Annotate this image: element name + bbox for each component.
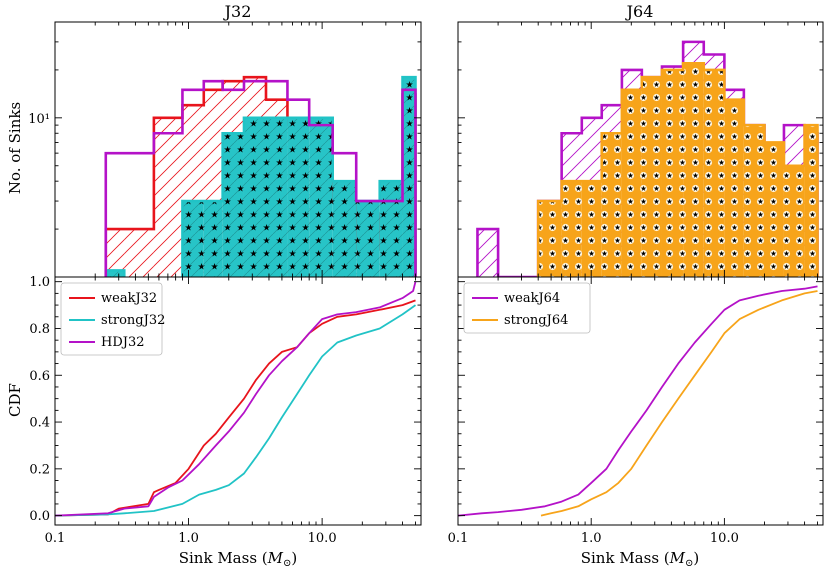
step-outline-strongJ32 — [104, 75, 417, 277]
xtick-label-left: 10.0 — [308, 531, 337, 546]
bar-strongJ64-14 — [764, 142, 784, 277]
cdf-line-HDJ32 — [55, 281, 417, 517]
legend-label-HDJ32: HDJ32 — [101, 335, 145, 350]
legend-label-strongJ32: strongJ32 — [101, 313, 165, 328]
bar-strongJ32-4 — [203, 201, 223, 277]
bar-strongJ64-11 — [703, 69, 725, 277]
legend-J32: weakJ32 strongJ32 HDJ32 — [60, 282, 165, 356]
cdf-line-strongJ32 — [55, 304, 417, 517]
cdf-J32 — [55, 281, 417, 517]
bar-strongJ64-12 — [724, 99, 744, 277]
bar-strongJ32-6 — [243, 117, 266, 277]
bar-strongJ32-11 — [356, 201, 380, 277]
bar-strongJ32-9 — [309, 117, 333, 277]
bar-strongJ32-0 — [105, 270, 125, 277]
bar-strongJ32-5 — [222, 133, 244, 277]
xtick-label-right: 10.0 — [710, 531, 739, 546]
bar-weakJ32-1 — [124, 229, 154, 277]
axes-frame-bottom-left — [54, 276, 422, 526]
xlabel-right: Sink Mass (M⊙) — [581, 549, 700, 569]
bar-strongJ32-10 — [332, 181, 357, 277]
bar-strongJ64-8 — [641, 77, 662, 277]
bar-strongJ64-15 — [783, 165, 805, 277]
bar-strongJ64-3 — [538, 201, 562, 277]
ytick-label-cdf: 1.0 — [29, 275, 50, 290]
bar-weakJ64-0 — [477, 229, 499, 277]
bar-strongJ32-13 — [402, 77, 416, 277]
tick-labels: 0.1 1.0 10.0 0.1 1.0 10.0 0.0 0.2 0.4 0.6 0.8 1.0 10… — [28, 112, 739, 546]
bar-strongJ64-5 — [581, 181, 602, 277]
step-outline-HDJ32 — [104, 79, 417, 277]
ytick-label-cdf: 0.6 — [29, 369, 50, 384]
bar-strongJ64-7 — [621, 89, 642, 277]
xtick-label-right: 1.0 — [581, 531, 602, 546]
bar-strongJ32-12 — [379, 181, 403, 277]
bar-weakJ32-0 — [105, 229, 125, 277]
cdf-line-weakJ64 — [458, 285, 818, 517]
legend-J64: weakJ64 strongJ64 — [463, 282, 591, 334]
histogram-J32 — [104, 75, 417, 277]
tick-marks — [55, 22, 823, 525]
ylabel-top: No. of Sinks — [6, 102, 24, 194]
title-right: J64 — [625, 2, 654, 21]
bar-strongJ64-4 — [561, 181, 582, 277]
ytick-label-hist: 10¹ — [28, 112, 50, 127]
bar-strongJ32-8 — [287, 117, 310, 277]
svg-text:Sink Mass (M⊙): Sink Mass (M⊙) — [179, 549, 298, 569]
ytick-label-cdf: 0.4 — [29, 416, 50, 431]
ytick-label-cdf: 0.2 — [29, 462, 50, 477]
legend-label-weakJ32: weakJ32 — [101, 291, 157, 306]
svg-text:Sink Mass (M⊙): Sink Mass (M⊙) — [581, 549, 700, 569]
cdf-line-strongJ64 — [540, 290, 818, 517]
title-left: J32 — [223, 2, 252, 21]
bar-strongJ64-9 — [661, 69, 684, 277]
xlabel-left: Sink Mass (M⊙) — [179, 549, 298, 569]
bar-strongJ64-6 — [601, 133, 622, 277]
xtick-label-left: 1.0 — [178, 531, 199, 546]
ytick-label-cdf: 0.8 — [29, 322, 50, 337]
cdf-line-weakJ32 — [55, 299, 416, 517]
ylabel-bottom: CDF — [6, 383, 24, 417]
bar-strongJ32-3 — [182, 201, 204, 277]
bar-strongJ64-13 — [743, 125, 765, 277]
bar-strongJ32-7 — [265, 117, 288, 277]
ytick-label-cdf: 0.0 — [29, 509, 50, 524]
legend-label-strongJ64: strongJ64 — [504, 313, 568, 328]
bar-strongJ64-10 — [683, 63, 704, 277]
bar-strongJ64-16 — [804, 125, 818, 277]
histogram-J64 — [476, 40, 819, 277]
axes-frame-bottom-right — [457, 276, 824, 526]
cdf-J64 — [458, 285, 818, 517]
step-outline-strongJ64 — [536, 62, 819, 277]
legend-label-weakJ64: weakJ64 — [504, 291, 560, 306]
xtick-label-right: 0.1 — [448, 531, 469, 546]
bar-weakJ32-2 — [153, 117, 183, 277]
xtick-label-left: 0.1 — [45, 531, 66, 546]
